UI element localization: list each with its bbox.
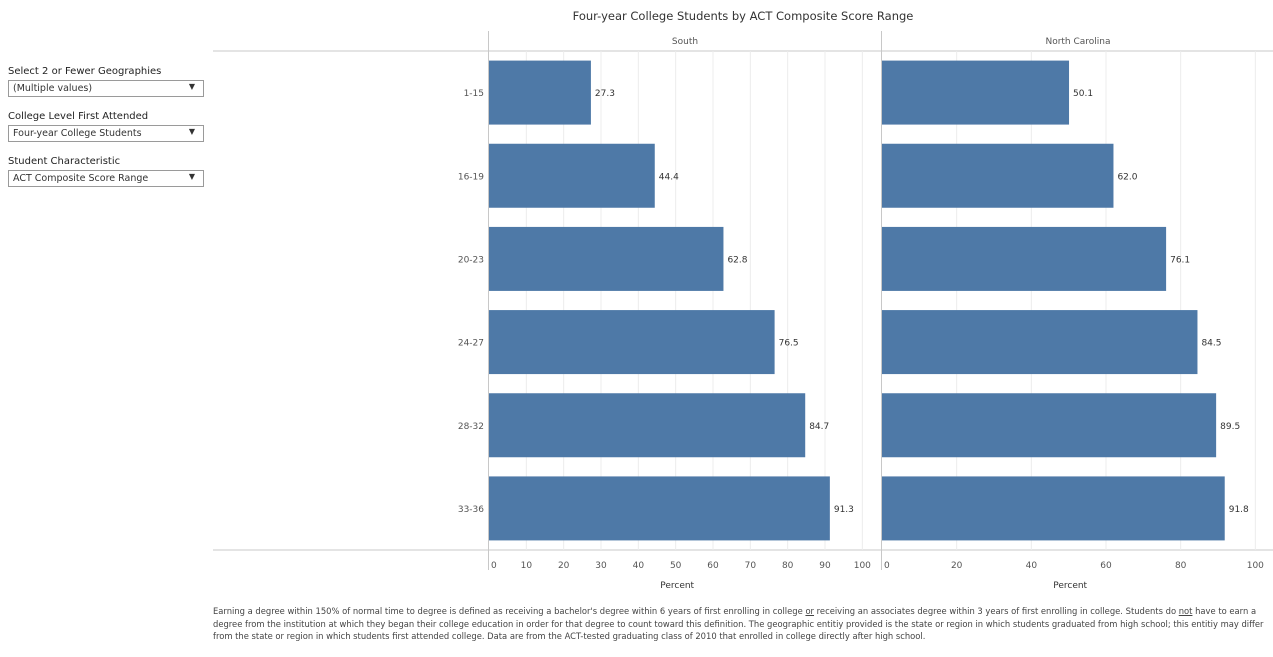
x-tick-label: 40 (1026, 561, 1038, 571)
x-tick-label: 10 (521, 561, 533, 571)
geography-select-value: (Multiple values) (13, 83, 93, 94)
x-axis-title: Percent (660, 581, 694, 591)
bar-value-label: 84.5 (1201, 339, 1221, 349)
panel-header: North Carolina (1045, 37, 1110, 47)
chart-title: Four-year College Students by ACT Compos… (572, 9, 914, 23)
bar (489, 143, 655, 208)
geography-select[interactable]: (Multiple values) ▼ (8, 80, 204, 97)
bar-value-label: 91.3 (834, 505, 854, 515)
x-tick-label: 0 (884, 561, 890, 571)
caret-down-icon: ▼ (188, 82, 195, 91)
panel-header: South (672, 37, 698, 47)
category-label: 28-32 (458, 422, 484, 432)
student-characteristic-filter-label: Student Characteristic (8, 156, 121, 167)
x-tick-label: 30 (595, 561, 607, 571)
caret-down-icon: ▼ (188, 127, 195, 136)
geography-filter-label: Select 2 or Fewer Geographies (8, 66, 162, 77)
x-tick-label: 20 (558, 561, 570, 571)
x-tick-label: 40 (633, 561, 645, 571)
geography-filter: Select 2 or Fewer Geographies (Multiple … (8, 66, 204, 97)
footnote: Earning a degree within 150% of normal t… (213, 605, 1268, 643)
bar (489, 226, 724, 291)
category-label: 16-19 (458, 172, 484, 182)
bar (882, 310, 1198, 375)
college-level-filter: College Level First Attended Four-year C… (8, 111, 204, 142)
x-tick-label: 0 (491, 561, 497, 571)
bar-value-label: 44.4 (659, 172, 679, 182)
x-tick-label: 80 (1175, 561, 1187, 571)
bar (882, 476, 1225, 541)
bar-value-label: 50.1 (1073, 89, 1093, 99)
college-level-select[interactable]: Four-year College Students ▼ (8, 125, 204, 142)
x-tick-label: 60 (1100, 561, 1112, 571)
bar (489, 310, 775, 375)
footnote-emphasis-not: not (1178, 606, 1193, 616)
student-characteristic-select[interactable]: ACT Composite Score Range ▼ (8, 170, 204, 187)
footnote-text-3: have to earn a degree from the instituti… (213, 606, 1264, 641)
x-tick-label: 100 (1247, 561, 1264, 571)
filter-panel: Select 2 or Fewer Geographies (Multiple … (8, 66, 204, 201)
bar-chart: South 27.3 44.4 62.8 76.5 84.7 91.3 0 10 20 30 40 50… (213, 31, 1273, 591)
x-tick-label: 20 (951, 561, 963, 571)
bar-value-label: 89.5 (1220, 422, 1240, 432)
x-tick-label: 80 (782, 561, 794, 571)
bar-value-label: 62.8 (727, 255, 747, 265)
bar (882, 60, 1070, 125)
bar-value-label: 84.7 (809, 422, 829, 432)
bar (489, 476, 830, 541)
caret-down-icon: ▼ (188, 172, 195, 181)
bar (489, 60, 591, 125)
category-label: 20-23 (458, 255, 484, 265)
student-characteristic-filter: Student Characteristic ACT Composite Sco… (8, 156, 204, 187)
student-characteristic-select-value: ACT Composite Score Range (13, 173, 149, 184)
x-tick-label: 90 (819, 561, 831, 571)
footnote-text-2: receiving an associates degree within 3 … (814, 606, 1179, 616)
bar-value-label: 91.8 (1229, 505, 1249, 515)
bar (489, 393, 806, 458)
category-label: 24-27 (458, 339, 484, 349)
x-tick-label: 100 (854, 561, 871, 571)
footnote-text-1: Earning a degree within 150% of normal t… (213, 606, 806, 616)
bar-value-label: 27.3 (595, 89, 615, 99)
x-axis-title: Percent (1053, 581, 1087, 591)
x-tick-label: 70 (745, 561, 757, 571)
x-tick-label: 50 (670, 561, 682, 571)
bar-value-label: 76.1 (1170, 255, 1190, 265)
category-label: 33-36 (458, 505, 484, 515)
bar (882, 226, 1167, 291)
college-level-filter-label: College Level First Attended (8, 111, 149, 122)
college-level-select-value: Four-year College Students (13, 128, 142, 139)
bar-value-label: 62.0 (1117, 172, 1137, 182)
footnote-emphasis-or: or (805, 606, 815, 616)
bar-value-label: 76.5 (779, 339, 799, 349)
bar (882, 393, 1217, 458)
x-tick-label: 60 (707, 561, 719, 571)
category-label: 1-15 (464, 89, 484, 99)
bar (882, 143, 1114, 208)
